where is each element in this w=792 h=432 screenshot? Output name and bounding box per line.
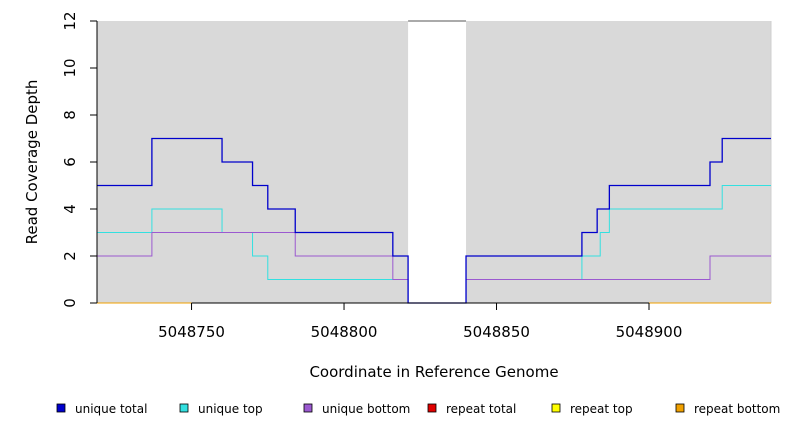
x-axis-title: Coordinate in Reference Genome <box>309 363 558 381</box>
legend-swatch <box>56 403 66 413</box>
x-tick-label: 5048750 <box>158 323 225 341</box>
legend-swatch <box>303 403 313 413</box>
y-tick-label: 4 <box>61 204 79 214</box>
series-line-unique-bottom <box>97 232 771 304</box>
y-tick-label: 0 <box>61 298 79 308</box>
legend-label: unique bottom <box>322 402 410 416</box>
legend-label: unique total <box>75 402 147 416</box>
y-tick-label: 12 <box>61 11 79 30</box>
x-tick-label: 5048900 <box>616 323 683 341</box>
legend: unique total unique top unique bottom repea… <box>56 402 780 416</box>
axes-layer: 0 2 4 6 8 10 12 5048750 5048800 5048850 5048900 <box>61 11 682 341</box>
legend-swatch <box>179 403 189 413</box>
legend-label: repeat total <box>446 402 516 416</box>
gap-region <box>408 21 467 303</box>
series-line-unique-total <box>97 137 771 304</box>
y-tick-label: 10 <box>61 58 79 77</box>
legend-swatch <box>427 403 437 413</box>
x-tick-label: 5048800 <box>311 323 378 341</box>
legend-label: unique top <box>198 402 263 416</box>
x-tick-label: 5048850 <box>463 323 530 341</box>
legend-label: repeat bottom <box>694 402 780 416</box>
legend-swatch <box>675 403 685 413</box>
y-axis-title: Read Coverage Depth <box>23 80 41 245</box>
y-tick-label: 8 <box>61 110 79 120</box>
legend-label: repeat top <box>570 402 633 416</box>
legend-swatch <box>551 403 561 413</box>
y-tick-label: 6 <box>61 157 79 167</box>
y-tick-label: 2 <box>61 251 79 261</box>
